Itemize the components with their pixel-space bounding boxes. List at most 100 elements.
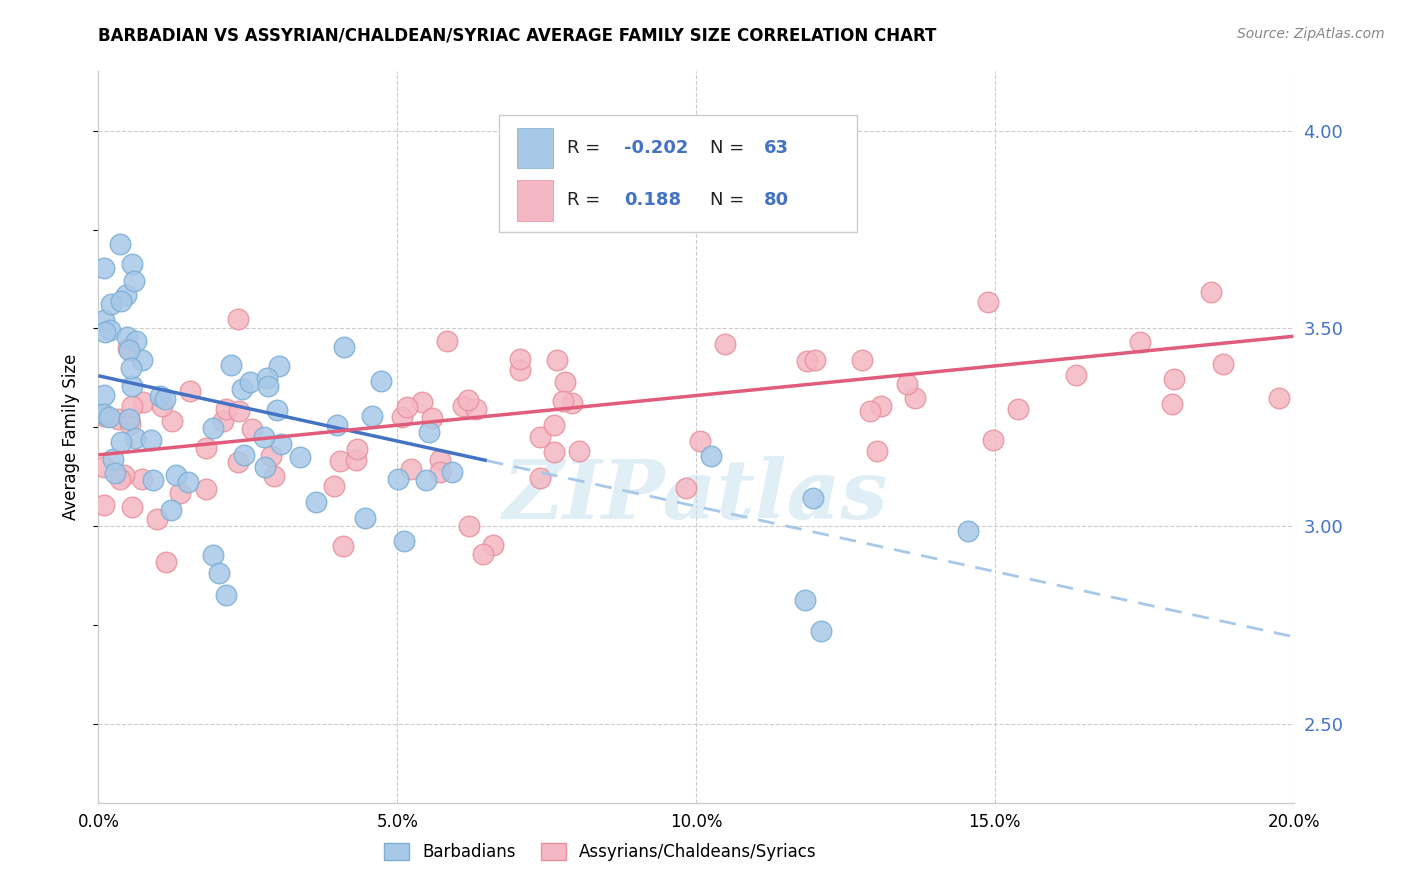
Point: [117, 341, 139, 355]
Point: [239, 375, 262, 389]
Point: [195, 441, 218, 455]
Point: [441, 465, 464, 479]
Point: [904, 392, 927, 406]
Point: [226, 312, 249, 326]
FancyBboxPatch shape: [517, 128, 553, 168]
Point: [554, 375, 576, 389]
Point: [714, 337, 737, 351]
Point: [346, 442, 368, 457]
Point: [94, 326, 117, 340]
Point: [93, 407, 115, 421]
Point: [810, 624, 832, 638]
Point: [112, 467, 135, 482]
Point: [202, 420, 225, 434]
Point: [322, 478, 344, 492]
Point: [546, 353, 568, 368]
Point: [801, 491, 824, 505]
Point: [176, 475, 198, 489]
Point: [471, 547, 494, 561]
Point: [208, 566, 231, 580]
Point: [509, 363, 531, 377]
Point: [253, 460, 276, 475]
Point: [93, 261, 115, 276]
Point: [1199, 285, 1222, 299]
Point: [122, 274, 145, 288]
Text: 0.188: 0.188: [624, 192, 682, 210]
Point: [221, 358, 243, 372]
Point: [160, 414, 183, 428]
Point: [242, 422, 264, 436]
Point: [159, 503, 181, 517]
FancyBboxPatch shape: [499, 115, 858, 232]
Point: [418, 425, 440, 440]
Point: [896, 376, 918, 391]
Point: [415, 474, 437, 488]
Point: [391, 410, 413, 425]
Point: [529, 429, 551, 443]
Point: [543, 418, 565, 433]
Point: [420, 411, 443, 425]
Point: [257, 379, 280, 393]
Point: [1212, 357, 1234, 371]
Point: [150, 399, 173, 413]
Point: [543, 445, 565, 459]
Point: [266, 403, 288, 417]
Point: [458, 519, 481, 533]
Point: [110, 434, 132, 449]
Point: [509, 352, 531, 367]
Point: [125, 334, 148, 348]
Point: [108, 237, 131, 252]
Point: [1129, 335, 1152, 350]
Point: [194, 482, 217, 496]
Point: [117, 343, 139, 357]
Point: [957, 524, 980, 538]
Point: [465, 401, 488, 416]
Point: [108, 472, 131, 486]
Point: [395, 400, 418, 414]
Point: [107, 412, 129, 426]
Point: [436, 334, 458, 349]
Point: [1160, 397, 1182, 411]
Text: N =: N =: [710, 139, 751, 157]
Point: [399, 462, 422, 476]
Point: [212, 414, 235, 428]
Point: [233, 448, 256, 462]
Point: [253, 430, 276, 444]
Point: [120, 361, 142, 376]
Point: [131, 353, 153, 368]
Point: [110, 294, 132, 309]
Text: ZIPatlas: ZIPatlas: [503, 456, 889, 535]
Point: [165, 468, 187, 483]
Legend: Barbadians, Assyrians/Chaldeans/Syriacs: Barbadians, Assyrians/Chaldeans/Syriacs: [377, 836, 824, 868]
Point: [149, 389, 172, 403]
Point: [481, 539, 503, 553]
Point: [142, 473, 165, 487]
Point: [429, 466, 451, 480]
Point: [859, 403, 882, 417]
Point: [561, 396, 583, 410]
Point: [1064, 368, 1087, 383]
Point: [98, 323, 121, 337]
Point: [141, 433, 163, 447]
Point: [121, 379, 143, 393]
Point: [411, 395, 433, 409]
Point: [796, 354, 818, 368]
Point: [870, 400, 893, 414]
Point: [263, 469, 285, 483]
Point: [353, 511, 375, 525]
Text: R =: R =: [567, 139, 606, 157]
Text: N =: N =: [710, 192, 751, 210]
Point: [568, 444, 591, 458]
Point: [976, 295, 998, 310]
Point: [1163, 372, 1185, 386]
Point: [451, 400, 474, 414]
Point: [370, 374, 392, 388]
Point: [360, 409, 382, 423]
Point: [118, 412, 141, 426]
Point: [124, 431, 146, 445]
Point: [120, 417, 142, 431]
Point: [457, 392, 479, 407]
Y-axis label: Average Family Size: Average Family Size: [62, 354, 80, 520]
Point: [103, 452, 125, 467]
Text: BARBADIAN VS ASSYRIAN/CHALDEAN/SYRIAC AVERAGE FAMILY SIZE CORRELATION CHART: BARBADIAN VS ASSYRIAN/CHALDEAN/SYRIAC AV…: [98, 27, 936, 45]
